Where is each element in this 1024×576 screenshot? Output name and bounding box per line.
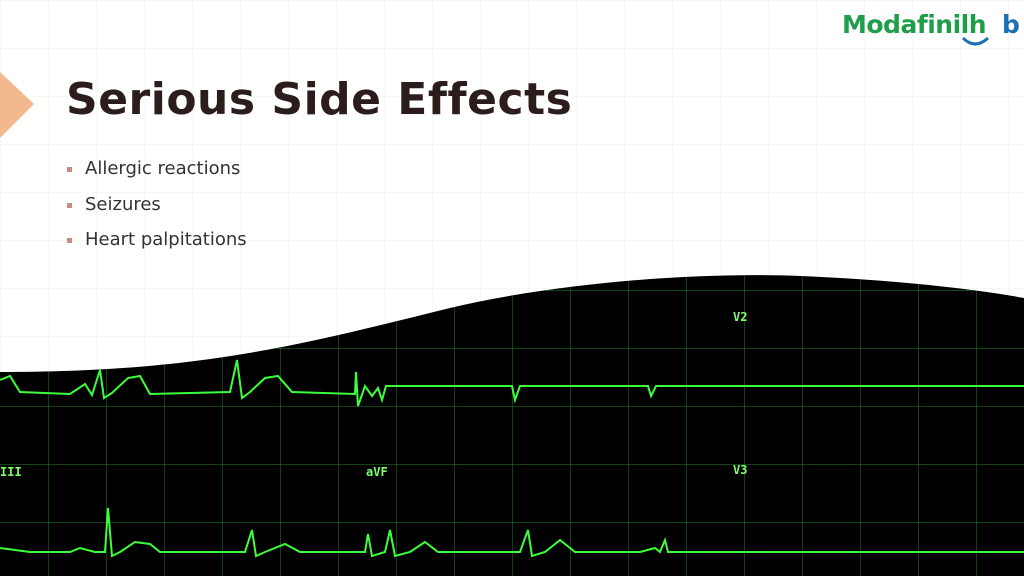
logo-smile [961, 36, 990, 46]
accent-triangle [0, 72, 34, 138]
bullet-item: Allergic reactions [66, 156, 247, 192]
ecg-label: III [0, 465, 22, 479]
ecg-label: V3 [733, 463, 747, 477]
ecg-label: V2 [733, 310, 747, 324]
logo-text: Modafinilh [842, 10, 987, 39]
slide-title: Serious Side Effects [66, 74, 573, 125]
bullet-item: Seizures [66, 192, 247, 228]
bullet-item: Heart palpitations [66, 227, 247, 263]
ecg-traces [0, 359, 1024, 558]
ecg-label: aVF [366, 465, 388, 479]
bullet-list: Allergic reactions Seizures Heart palpit… [66, 156, 247, 263]
logo-text-end: b [1002, 10, 1020, 39]
logo: Modafinilh b [842, 10, 1020, 39]
